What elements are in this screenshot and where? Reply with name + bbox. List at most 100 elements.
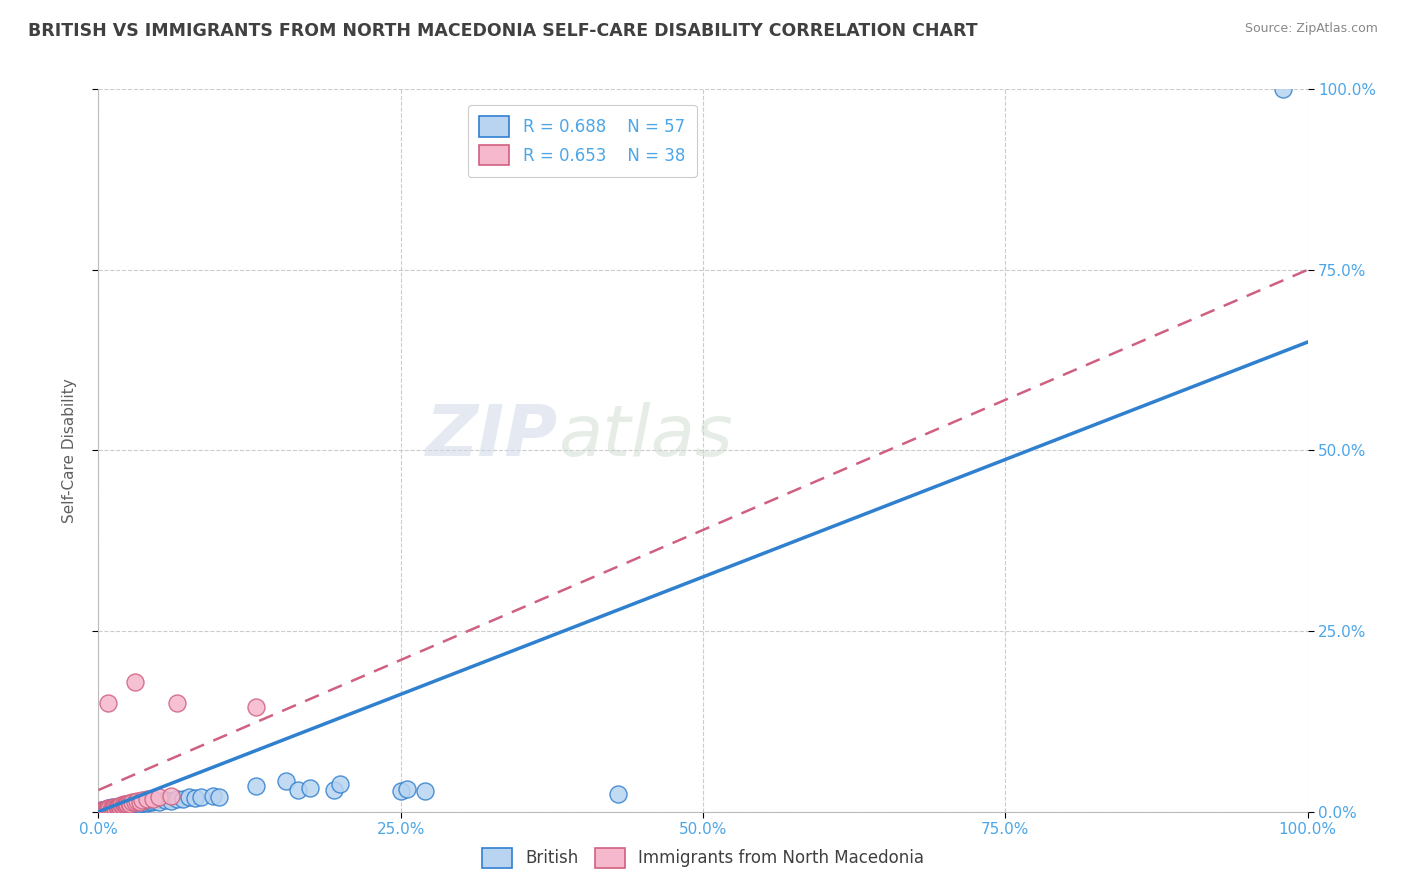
Point [104, 803, 127, 817]
Point [153, 793, 176, 807]
Point [96, 803, 118, 817]
Point [117, 800, 139, 814]
Point [118, 798, 141, 813]
Point [114, 799, 136, 814]
Point [121, 795, 143, 809]
Point [118, 799, 141, 814]
Point [245, 700, 267, 714]
Point [141, 795, 163, 809]
Point [114, 798, 136, 813]
Point [124, 674, 146, 689]
Point [107, 801, 129, 815]
Point [607, 787, 630, 801]
Point [97, 696, 120, 710]
Point [90, 804, 112, 818]
Point [135, 792, 157, 806]
Point [127, 797, 149, 811]
Point [97, 801, 120, 815]
Point [105, 799, 128, 814]
Point [93, 803, 115, 817]
Point [96, 803, 118, 817]
Point [100, 803, 122, 817]
Point [184, 791, 207, 805]
Point [91, 803, 114, 817]
Point [117, 797, 139, 812]
Point [131, 793, 153, 807]
Point [179, 790, 201, 805]
Point [98, 802, 121, 816]
Point [134, 795, 156, 809]
Point [115, 797, 138, 811]
Text: Source: ZipAtlas.com: Source: ZipAtlas.com [1244, 22, 1378, 36]
Point [94, 802, 117, 816]
Point [120, 799, 142, 814]
Point [245, 780, 267, 794]
Point [108, 802, 131, 816]
Point [108, 800, 131, 814]
Point [413, 784, 436, 798]
Point [118, 796, 141, 810]
Point [131, 796, 153, 810]
Point [389, 784, 412, 798]
Point [100, 800, 122, 814]
Point [112, 797, 135, 812]
Point [104, 801, 127, 815]
Point [160, 789, 183, 803]
Point [166, 792, 188, 806]
Point [172, 791, 194, 805]
Point [110, 798, 132, 813]
Point [107, 800, 129, 814]
Point [190, 789, 212, 804]
Point [111, 799, 134, 814]
Point [105, 799, 128, 814]
Point [202, 789, 225, 803]
Point [121, 797, 143, 812]
Point [148, 790, 170, 805]
Legend: R = 0.688    N = 57, R = 0.653    N = 38: R = 0.688 N = 57, R = 0.653 N = 38 [468, 104, 696, 178]
Point [329, 777, 352, 791]
Point [111, 801, 134, 815]
Point [124, 798, 146, 813]
Point [108, 799, 131, 814]
Y-axis label: Self-Care Disability: Self-Care Disability [62, 378, 77, 523]
Point [287, 783, 309, 797]
Point [90, 803, 112, 817]
Point [91, 804, 114, 818]
Point [91, 803, 114, 817]
Point [103, 800, 125, 814]
Point [135, 796, 157, 810]
Point [142, 791, 165, 805]
Text: ZIP: ZIP [426, 401, 558, 470]
Point [143, 794, 166, 808]
Point [112, 800, 135, 814]
Point [323, 783, 346, 797]
Legend: British, Immigrants from North Macedonia: British, Immigrants from North Macedonia [475, 841, 931, 875]
Point [100, 803, 122, 817]
Point [128, 795, 150, 809]
Point [208, 790, 231, 805]
Point [118, 797, 141, 811]
Point [110, 799, 132, 814]
Point [127, 794, 149, 808]
Text: atlas: atlas [558, 401, 733, 470]
Point [97, 801, 120, 815]
Point [115, 799, 138, 814]
Point [1272, 82, 1295, 96]
Text: BRITISH VS IMMIGRANTS FROM NORTH MACEDONIA SELF-CARE DISABILITY CORRELATION CHAR: BRITISH VS IMMIGRANTS FROM NORTH MACEDON… [28, 22, 977, 40]
Point [395, 781, 418, 796]
Point [108, 799, 131, 814]
Point [103, 801, 125, 815]
Point [101, 802, 124, 816]
Point [138, 795, 160, 809]
Point [274, 774, 297, 789]
Point [101, 802, 124, 816]
Point [128, 797, 150, 812]
Point [124, 795, 146, 809]
Point [91, 803, 114, 817]
Point [160, 794, 183, 808]
Point [166, 696, 188, 710]
Point [98, 802, 121, 816]
Point [94, 802, 117, 816]
Point [148, 795, 170, 809]
Point [93, 803, 115, 817]
